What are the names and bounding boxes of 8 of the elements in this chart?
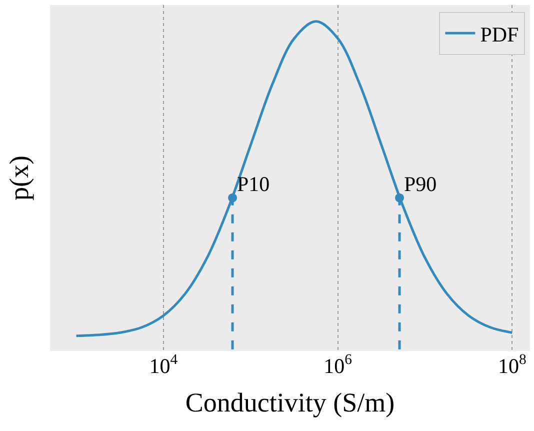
x-tick-label: 10$^{4}$ <box>149 352 178 378</box>
x-axis-title: Conductivity (S/m) <box>185 387 395 418</box>
y-axis-title: p(x) <box>4 156 34 200</box>
legend-label: PDF <box>480 22 519 46</box>
annotation: P90 <box>404 172 437 196</box>
x-tick-label: 10$^{8}$ <box>498 352 526 378</box>
x-tick-label: 10$^{6}$ <box>324 352 352 378</box>
annotation: P10 <box>237 172 270 196</box>
